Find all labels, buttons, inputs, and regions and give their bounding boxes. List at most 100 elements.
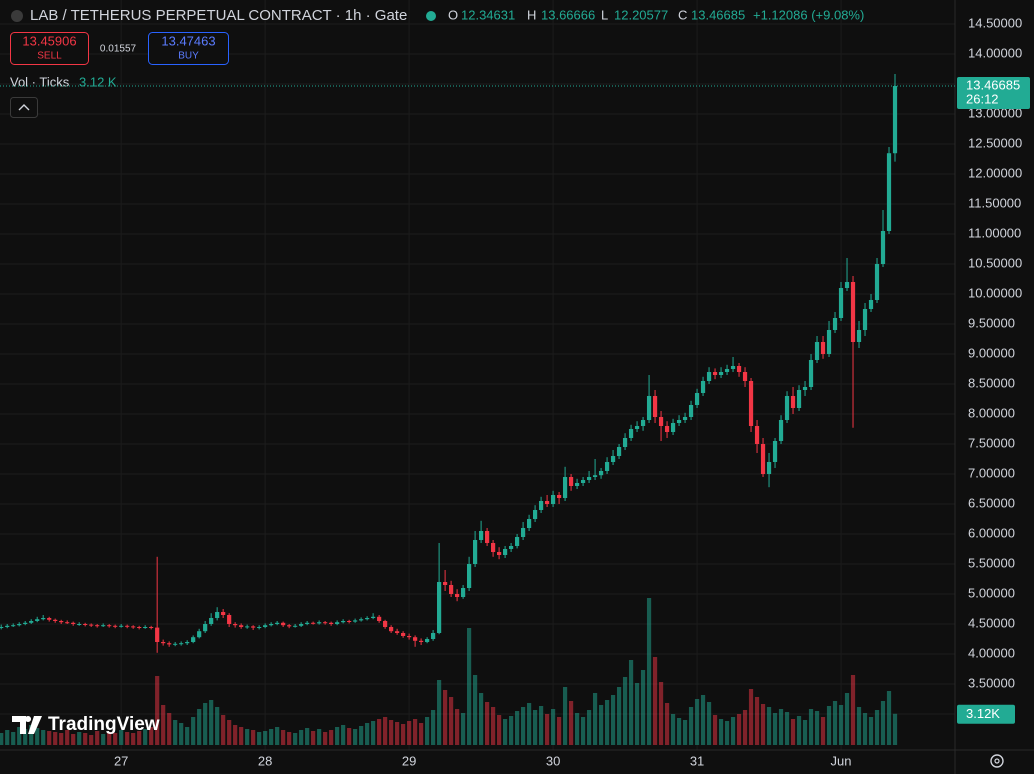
volume-bar <box>814 711 820 745</box>
candle-body <box>281 622 286 626</box>
volume-bar <box>359 726 364 745</box>
candle-body <box>203 624 208 632</box>
candle-body <box>167 643 172 645</box>
candle-body <box>604 462 610 471</box>
volume-bar <box>826 706 832 745</box>
candle-body <box>892 85 898 154</box>
volume-bar <box>868 717 874 745</box>
volume-bar <box>323 732 328 745</box>
candle-body <box>808 360 814 387</box>
volume-bar <box>550 709 556 745</box>
candle-body <box>682 417 688 420</box>
volume-bar <box>197 709 202 745</box>
candle-body <box>329 622 334 624</box>
volume-bar <box>874 710 880 745</box>
candle-body <box>359 619 364 621</box>
candle-body <box>850 282 856 342</box>
volume-bar <box>586 710 592 745</box>
volume-bar <box>167 713 172 745</box>
candle-body <box>628 429 634 438</box>
volume-bar <box>101 734 106 745</box>
buy-button[interactable] <box>148 32 229 65</box>
volume-bar <box>227 720 232 745</box>
candle-body <box>556 495 562 498</box>
volume-bar <box>676 718 682 745</box>
candle-body <box>383 621 388 627</box>
volume-bar <box>574 713 580 745</box>
y-tick-label: 8.50000 <box>968 375 1015 390</box>
y-tick-label: 4.50000 <box>968 615 1015 630</box>
settings-icon[interactable] <box>990 754 1004 768</box>
candle-body <box>550 495 556 504</box>
candle-body <box>467 564 472 588</box>
buy-price: 13.47463 <box>161 33 215 48</box>
candle-body <box>736 366 742 372</box>
candle-body <box>874 264 880 300</box>
candle-body <box>856 330 862 342</box>
candle-body <box>634 426 640 429</box>
volume-bar <box>736 714 742 745</box>
volume-bar <box>179 723 184 745</box>
volume-badge <box>957 704 1015 724</box>
volume-bar <box>628 660 634 745</box>
candle-body <box>251 626 256 628</box>
volume-bar <box>742 710 748 745</box>
candle-body <box>323 622 328 624</box>
volume-bar <box>484 702 490 745</box>
volume-bar <box>832 701 838 745</box>
candle-body <box>766 462 772 474</box>
volume-bar <box>598 705 604 745</box>
candle-body <box>23 622 28 624</box>
candle-body <box>508 546 514 549</box>
volume-bar <box>425 717 430 745</box>
ohlc-label: O <box>448 7 458 22</box>
volume-bar <box>532 710 538 745</box>
candle-body <box>772 441 778 462</box>
candle-body <box>407 636 412 638</box>
volume-bar <box>95 731 100 745</box>
volume-bar <box>520 707 526 745</box>
volume-bar <box>754 697 760 745</box>
candle-body <box>886 153 892 231</box>
volume-bar <box>610 695 616 745</box>
volume-bar <box>275 727 280 745</box>
volume-bar <box>239 727 244 745</box>
candle-body <box>83 624 88 625</box>
candle-body <box>107 625 112 627</box>
volume-bar <box>784 712 790 745</box>
volume-bar <box>431 710 436 745</box>
volume-bar <box>461 713 466 745</box>
y-tick-label: 4.00000 <box>968 645 1015 660</box>
volume-bar <box>706 702 712 745</box>
candle-body <box>598 471 604 476</box>
y-tick-label: 8.00000 <box>968 405 1015 420</box>
x-tick-label: 31 <box>690 753 704 768</box>
volume-bar <box>413 719 418 745</box>
volume-bar <box>652 657 658 745</box>
volume-bar <box>862 713 868 745</box>
collapse-button[interactable] <box>10 97 38 118</box>
volume-bar <box>371 721 376 745</box>
candle-body <box>688 405 694 417</box>
candle-body <box>161 642 166 644</box>
candle-body <box>742 372 748 381</box>
volume-bar <box>11 732 16 745</box>
volume-bar <box>802 720 808 745</box>
candle-body <box>622 438 628 447</box>
candle-body <box>449 585 454 594</box>
candle-body <box>778 420 784 441</box>
settings-ring <box>990 754 1004 768</box>
candle-body <box>712 372 718 375</box>
sell-button[interactable] <box>10 32 89 65</box>
volume-bar <box>886 691 892 745</box>
countdown: 26:12 <box>966 91 999 106</box>
symbol-title[interactable]: LAB / TETHERUS PERPETUAL CONTRACT · 1h ·… <box>30 7 407 24</box>
volume-bar <box>23 729 28 745</box>
candle-body <box>478 531 484 540</box>
candle-body <box>574 483 580 486</box>
volume-bar <box>580 717 586 745</box>
collapse-icon <box>18 104 30 111</box>
volume-bar <box>269 729 274 745</box>
volume-bar <box>437 680 442 745</box>
